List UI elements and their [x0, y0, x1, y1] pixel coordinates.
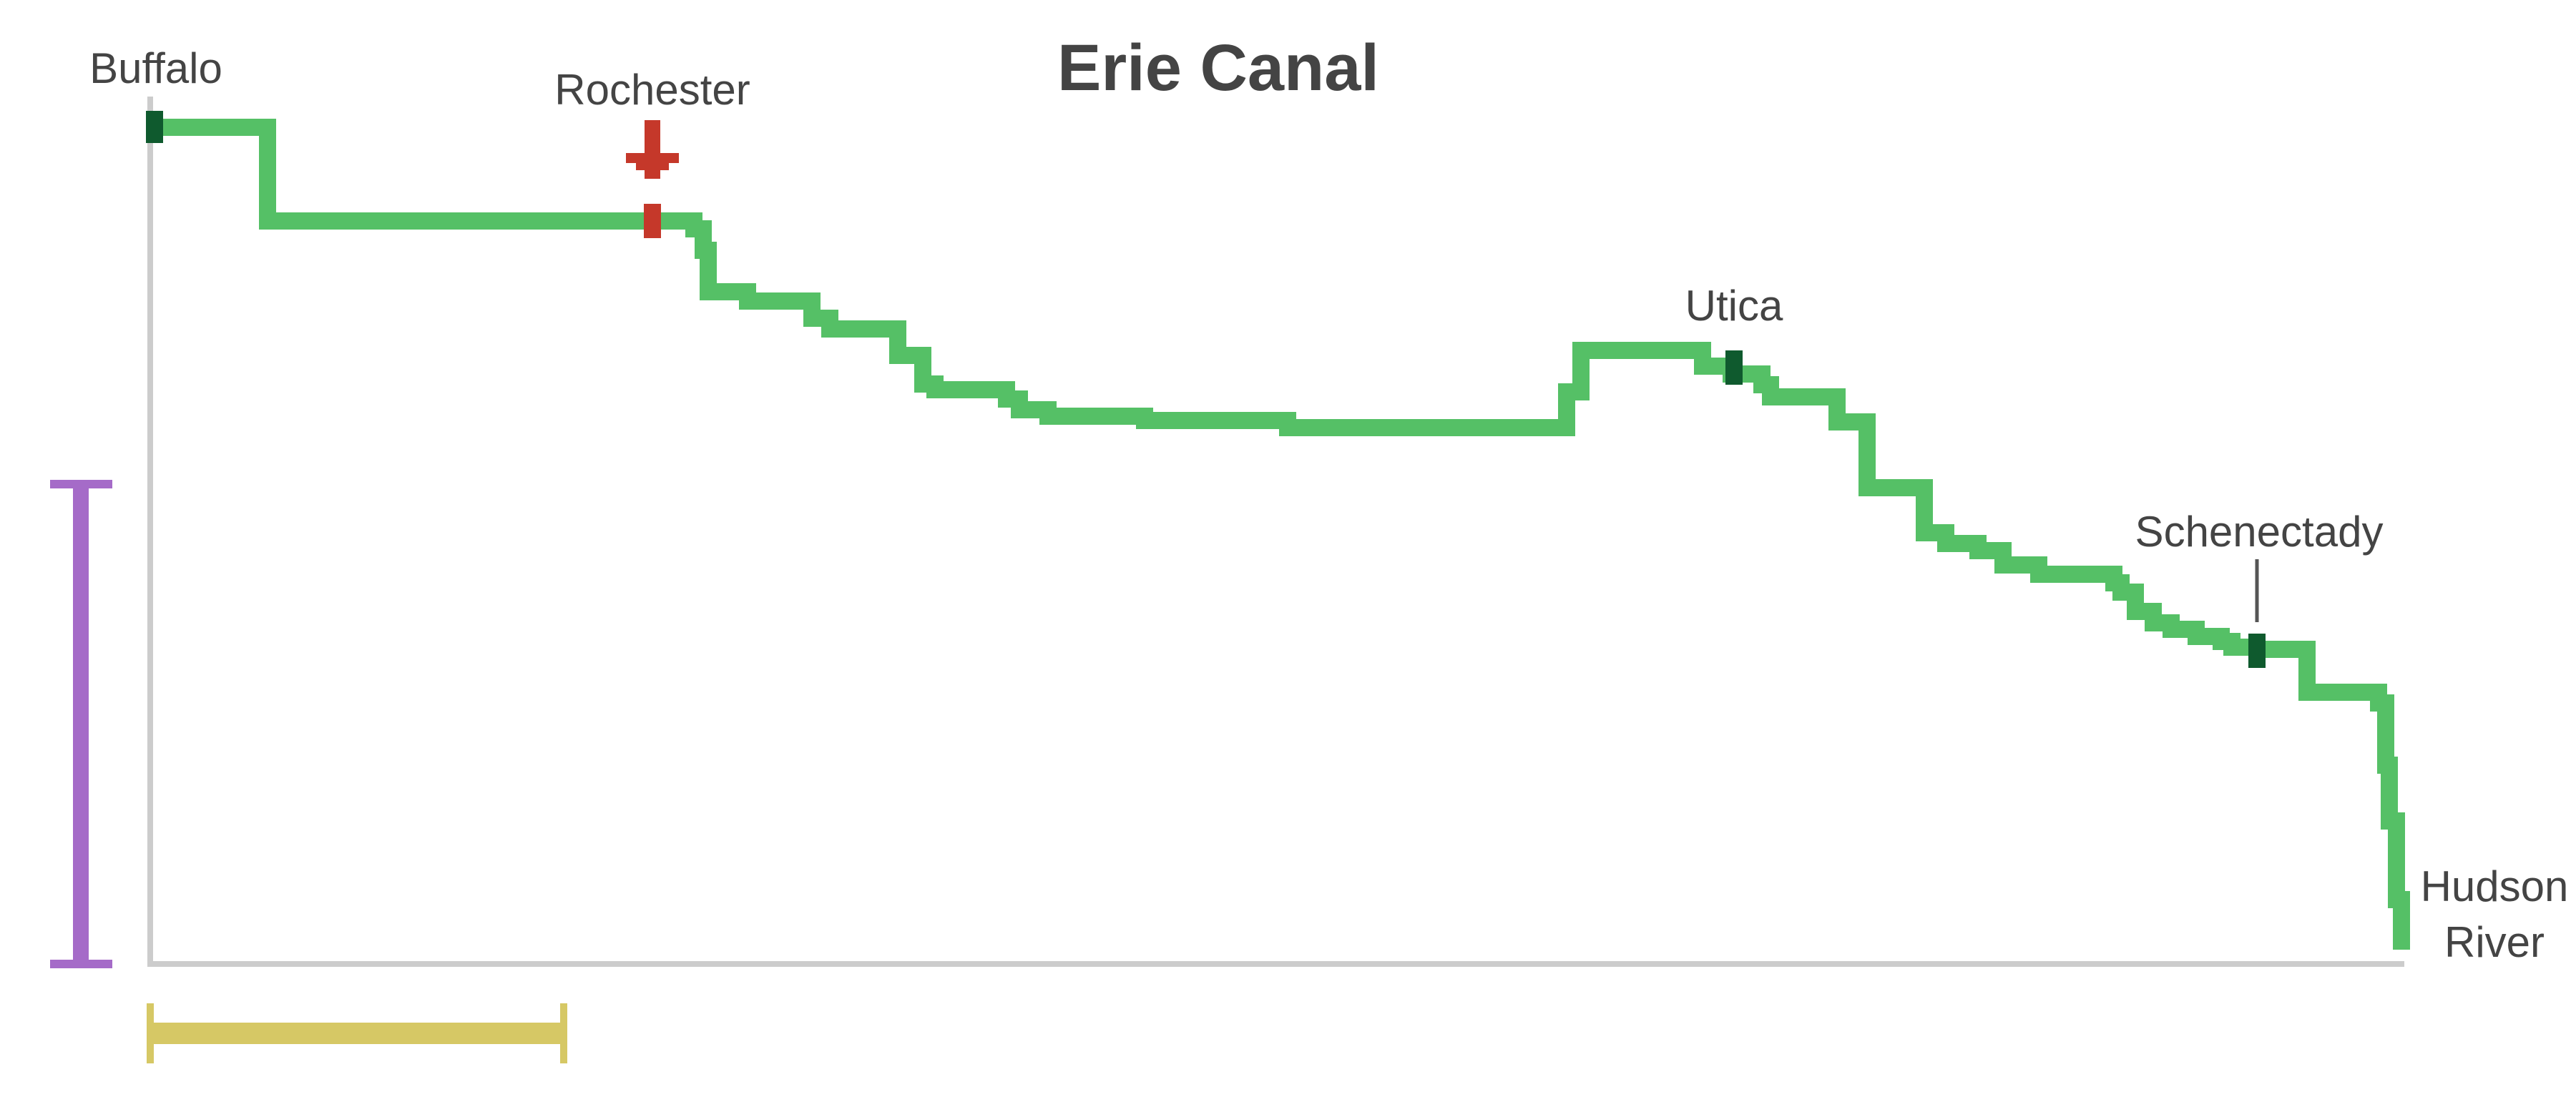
rochester-marker	[644, 204, 661, 238]
rochester-label: Rochester	[554, 66, 750, 114]
down-arrow-icon	[626, 120, 679, 179]
diagram-title: Erie Canal	[1057, 31, 1379, 104]
hudson-river-label-line1: Hudson	[2421, 862, 2569, 910]
utica-label: Utica	[1685, 282, 1783, 330]
hudson-river-label-line2: River	[2444, 918, 2545, 966]
buffalo-label: Buffalo	[89, 44, 222, 92]
schenectady-marker	[2248, 634, 2266, 668]
utica-marker	[1725, 350, 1743, 385]
buffalo-marker	[146, 111, 163, 143]
vertical-scale-bar	[50, 480, 112, 968]
schenectady-label: Schenectady	[2135, 508, 2384, 556]
horizontal-scale-bar	[147, 1003, 567, 1063]
canal-profile-line	[153, 119, 2410, 950]
